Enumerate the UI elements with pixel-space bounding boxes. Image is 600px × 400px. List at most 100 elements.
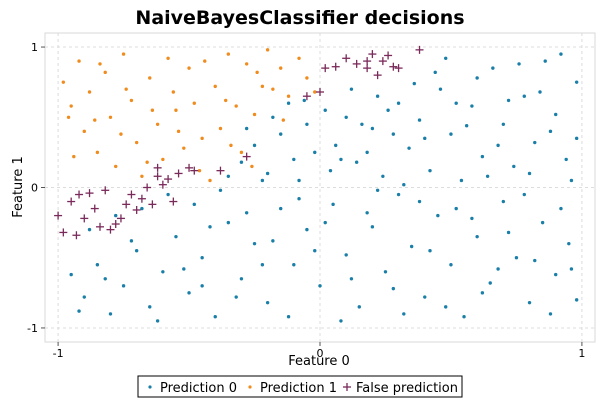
prediction-1-point-0 bbox=[61, 80, 66, 84]
prediction-0-point-70 bbox=[148, 305, 152, 309]
prediction-1-point-44 bbox=[224, 98, 228, 103]
false-prediction-point-37 bbox=[378, 57, 387, 66]
prediction-0-point-14 bbox=[480, 154, 485, 159]
prediction-0-point-92 bbox=[436, 213, 440, 218]
prediction-0-point-72 bbox=[174, 234, 178, 239]
grid bbox=[45, 33, 595, 342]
prediction-1-point-53 bbox=[255, 70, 259, 75]
prediction-0-point-115 bbox=[375, 188, 380, 193]
prediction-0-point-111 bbox=[271, 239, 275, 243]
prediction-0-point-129 bbox=[234, 295, 238, 299]
prediction-0-point-49 bbox=[574, 136, 579, 141]
prediction-1-point-21 bbox=[200, 136, 204, 141]
prediction-0-point-29 bbox=[423, 136, 427, 141]
prediction-1-point-49 bbox=[150, 108, 155, 112]
prediction-1-point-24 bbox=[218, 126, 223, 131]
x-tick-label-1: 0 bbox=[317, 347, 324, 360]
false-prediction-point-19 bbox=[153, 172, 162, 181]
false-prediction-point-30 bbox=[321, 64, 330, 73]
prediction-0-point-2 bbox=[344, 115, 348, 119]
legend-label-false-prediction: False prediction bbox=[356, 381, 458, 396]
prediction-0-point-136 bbox=[417, 199, 422, 204]
prediction-0-point-79 bbox=[265, 300, 270, 305]
prediction-0-point-116 bbox=[402, 312, 406, 316]
prediction-0-point-25 bbox=[349, 87, 354, 91]
prediction-1-point-37 bbox=[313, 90, 317, 94]
legend-marker-prediction-1 bbox=[248, 385, 252, 389]
prediction-0-point-73 bbox=[187, 291, 191, 295]
prediction-1-point-7 bbox=[108, 115, 113, 119]
y-tick-label-2: 1 bbox=[31, 41, 38, 54]
legend-marker-prediction-0 bbox=[148, 385, 152, 389]
prediction-0-point-36 bbox=[569, 178, 574, 183]
prediction-1-point-9 bbox=[121, 52, 126, 56]
prediction-0-point-60 bbox=[260, 178, 265, 183]
prediction-0-point-30 bbox=[444, 56, 448, 60]
false-prediction-point-21 bbox=[164, 175, 173, 184]
legend-label-prediction-1: Prediction 1 bbox=[260, 381, 337, 396]
prediction-1-point-39 bbox=[93, 118, 97, 122]
prediction-0-point-64 bbox=[69, 272, 73, 277]
prediction-0-point-7 bbox=[407, 146, 411, 150]
prediction-0-point-114 bbox=[349, 277, 354, 281]
prediction-0-point-108 bbox=[192, 202, 196, 207]
prediction-0-point-53 bbox=[265, 171, 270, 176]
prediction-0-point-91 bbox=[423, 295, 427, 299]
prediction-0-point-137 bbox=[444, 305, 448, 309]
prediction-0-point-89 bbox=[396, 192, 401, 197]
false-prediction-point-15 bbox=[132, 205, 141, 214]
prediction-0-point-32 bbox=[485, 174, 490, 178]
prediction-0-point-19 bbox=[533, 140, 537, 145]
x-tick-label-0: -1 bbox=[53, 347, 64, 360]
prediction-0-point-3 bbox=[354, 160, 359, 164]
prediction-0-point-120 bbox=[506, 230, 511, 235]
x-axis-label: Feature 0 bbox=[288, 354, 350, 369]
prediction-0-point-15 bbox=[491, 66, 495, 70]
prediction-0-point-55 bbox=[297, 178, 301, 183]
false-prediction-point-26 bbox=[216, 166, 225, 175]
prediction-1-point-18 bbox=[182, 146, 186, 150]
prediction-0-point-127 bbox=[182, 267, 186, 271]
prediction-0-point-122 bbox=[559, 206, 563, 211]
false-prediction-point-17 bbox=[143, 183, 152, 192]
prediction-0-point-126 bbox=[155, 319, 160, 323]
prediction-0-point-71 bbox=[161, 270, 165, 274]
prediction-0-point-8 bbox=[417, 118, 422, 122]
prediction-0-point-21 bbox=[554, 112, 558, 117]
prediction-1-point-42 bbox=[171, 90, 176, 94]
prediction-1-point-27 bbox=[239, 150, 244, 155]
prediction-0-point-50 bbox=[305, 122, 309, 126]
prediction-1-point-54 bbox=[281, 118, 286, 122]
false-prediction-point-29 bbox=[316, 87, 324, 96]
prediction-0-point-20 bbox=[543, 59, 547, 63]
x-ticks: -1 0 1 bbox=[53, 342, 585, 360]
prediction-1-point-26 bbox=[234, 104, 238, 108]
y-axis-label: Feature 1 bbox=[11, 156, 26, 218]
prediction-1-point-31 bbox=[265, 48, 270, 52]
prediction-0-point-47 bbox=[339, 157, 343, 162]
prediction-1-point-51 bbox=[203, 59, 207, 63]
prediction-0-point-101 bbox=[554, 272, 558, 277]
prediction-0-point-51 bbox=[292, 157, 296, 162]
false-prediction-point-33 bbox=[352, 59, 361, 68]
prediction-1-point-33 bbox=[279, 66, 283, 70]
prediction-0-point-74 bbox=[200, 256, 204, 260]
prediction-1-point-4 bbox=[87, 90, 92, 94]
prediction-0-point-46 bbox=[360, 122, 364, 126]
false-prediction-point-2 bbox=[67, 197, 76, 206]
prediction-0-point-24 bbox=[328, 168, 333, 173]
prediction-0-point-98 bbox=[514, 256, 519, 260]
prediction-0-point-61 bbox=[244, 126, 249, 131]
prediction-0-point-57 bbox=[286, 101, 291, 105]
prediction-1-point-30 bbox=[260, 84, 265, 89]
prediction-0-point-125 bbox=[129, 239, 134, 243]
prediction-0-point-42 bbox=[454, 101, 458, 105]
prediction-0-point-45 bbox=[391, 132, 396, 136]
prediction-0-point-132 bbox=[313, 249, 317, 253]
plot-frame bbox=[44, 32, 596, 343]
legend: Prediction 0 Prediction 1 False predicti… bbox=[137, 375, 463, 398]
prediction-0-point-97 bbox=[501, 199, 506, 204]
prediction-0-point-67 bbox=[108, 312, 113, 316]
y-tick-label-1: 0 bbox=[31, 182, 38, 195]
prediction-0-point-68 bbox=[121, 284, 126, 288]
